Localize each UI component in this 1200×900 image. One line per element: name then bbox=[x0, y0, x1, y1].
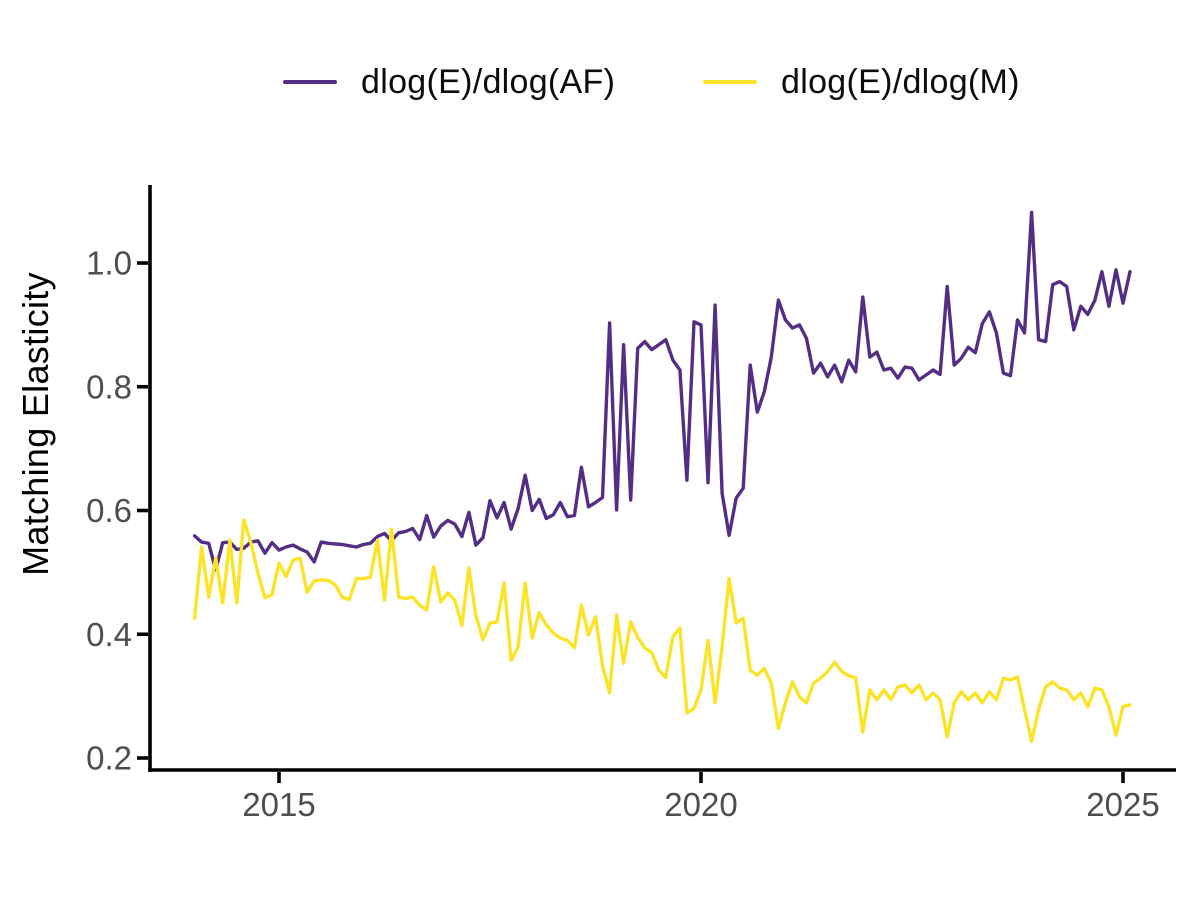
y-tick-label: 0.4 bbox=[86, 616, 132, 653]
legend-item-af: dlog(E)/dlog(AF) bbox=[283, 62, 616, 101]
legend-label-m: dlog(E)/dlog(M) bbox=[781, 62, 1020, 101]
legend-key-line-m-icon bbox=[703, 79, 757, 85]
x-tick-label: 2020 bbox=[664, 786, 737, 823]
x-tick-label: 2015 bbox=[242, 786, 315, 823]
y-tick-label: 0.2 bbox=[86, 740, 132, 777]
x-tick-label: 2025 bbox=[1086, 786, 1159, 823]
y-tick-label: 0.6 bbox=[86, 492, 132, 529]
legend-item-m: dlog(E)/dlog(M) bbox=[703, 62, 1020, 101]
series-line-af bbox=[192, 210, 1132, 572]
y-tick-label: 1.0 bbox=[86, 245, 132, 282]
legend-key-line-af-icon bbox=[283, 79, 337, 85]
series-line-m bbox=[192, 518, 1132, 743]
y-tick-label: 0.8 bbox=[86, 368, 132, 405]
legend-label-af: dlog(E)/dlog(AF) bbox=[361, 62, 616, 101]
